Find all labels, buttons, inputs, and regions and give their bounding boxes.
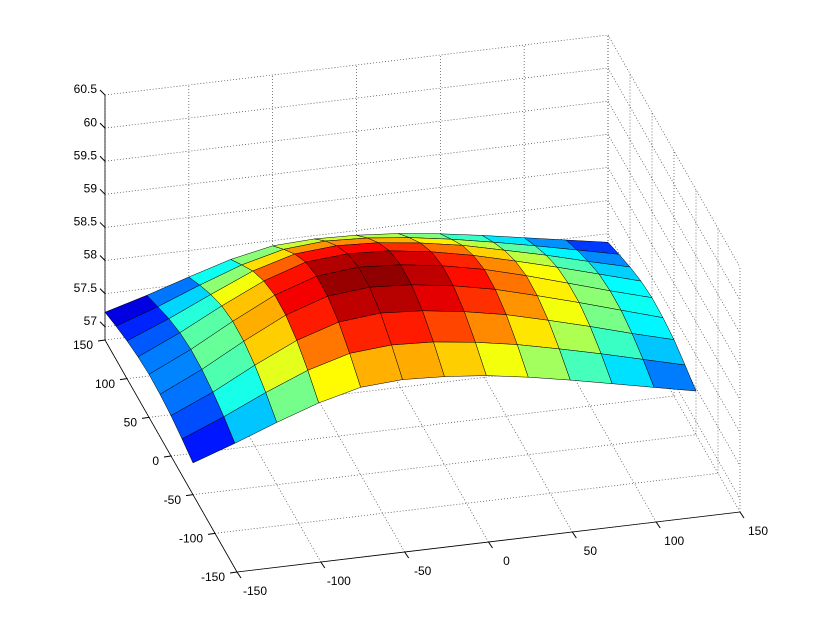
tick-mark (229, 571, 238, 574)
grid-line (104, 100, 609, 162)
z-tick-label: 60.5 (74, 82, 98, 96)
tick-mark (655, 521, 661, 529)
grid-line (170, 395, 675, 457)
grid-line (607, 200, 741, 433)
y-tick-label: 50 (124, 416, 138, 430)
x-tick-label: 100 (664, 534, 684, 548)
y-tick-label: 0 (152, 454, 159, 468)
tick-mark (119, 378, 128, 381)
tick-mark (99, 155, 106, 162)
grid-line (214, 472, 719, 534)
tick-mark (99, 288, 106, 295)
grid-line (104, 200, 609, 261)
x-tick-label: 150 (748, 524, 768, 538)
tick-mark (163, 455, 172, 458)
y-tick-label: -150 (201, 570, 225, 584)
tick-mark (404, 551, 410, 559)
y-tick-label: -100 (179, 532, 203, 546)
tick-mark (99, 255, 106, 261)
z-tick-label: 59 (84, 181, 98, 195)
grid-line (607, 134, 741, 367)
z-tick-label: 59.5 (74, 148, 98, 162)
z-tick-label: 58 (84, 248, 98, 262)
x-tick-label: -50 (414, 564, 432, 578)
tick-mark (97, 339, 106, 342)
grid-line (607, 266, 741, 499)
tick-mark (99, 122, 106, 129)
grid-line (607, 67, 741, 301)
surface (104, 233, 697, 464)
tick-mark (320, 561, 326, 569)
tick-mark (99, 89, 106, 96)
surface-patch (642, 359, 697, 392)
z-tick-label: 58.5 (74, 215, 98, 229)
tick-mark (99, 222, 106, 228)
grid-line (104, 34, 609, 96)
grid-line (607, 167, 741, 400)
tick-mark (236, 571, 242, 579)
grid-line (104, 167, 609, 228)
tick-mark (207, 532, 216, 535)
x-tick-label: 0 (503, 554, 510, 568)
y-tick-label: 150 (73, 338, 93, 352)
z-tick-label: 60 (84, 115, 98, 129)
tick-mark (739, 511, 745, 519)
grid-line (104, 133, 609, 195)
tick-mark (488, 541, 493, 549)
tick-mark (571, 531, 577, 539)
grid-line (607, 101, 741, 334)
x-tick-label: 50 (584, 544, 598, 558)
tick-mark (141, 416, 150, 419)
y-tick-label: -50 (164, 493, 182, 507)
z-tick-label: 57.5 (74, 281, 98, 295)
grid-line (192, 434, 697, 496)
tick-mark (185, 494, 194, 497)
grid-line (104, 67, 609, 129)
z-tick-label: 57 (84, 314, 98, 328)
tick-mark (99, 321, 106, 328)
x-tick-label: -100 (327, 574, 351, 588)
grid-line (607, 233, 741, 466)
y-tick-label: 100 (95, 377, 115, 391)
x-tick-label: -150 (243, 584, 267, 598)
tick-mark (99, 188, 106, 195)
grid-line (607, 34, 741, 268)
